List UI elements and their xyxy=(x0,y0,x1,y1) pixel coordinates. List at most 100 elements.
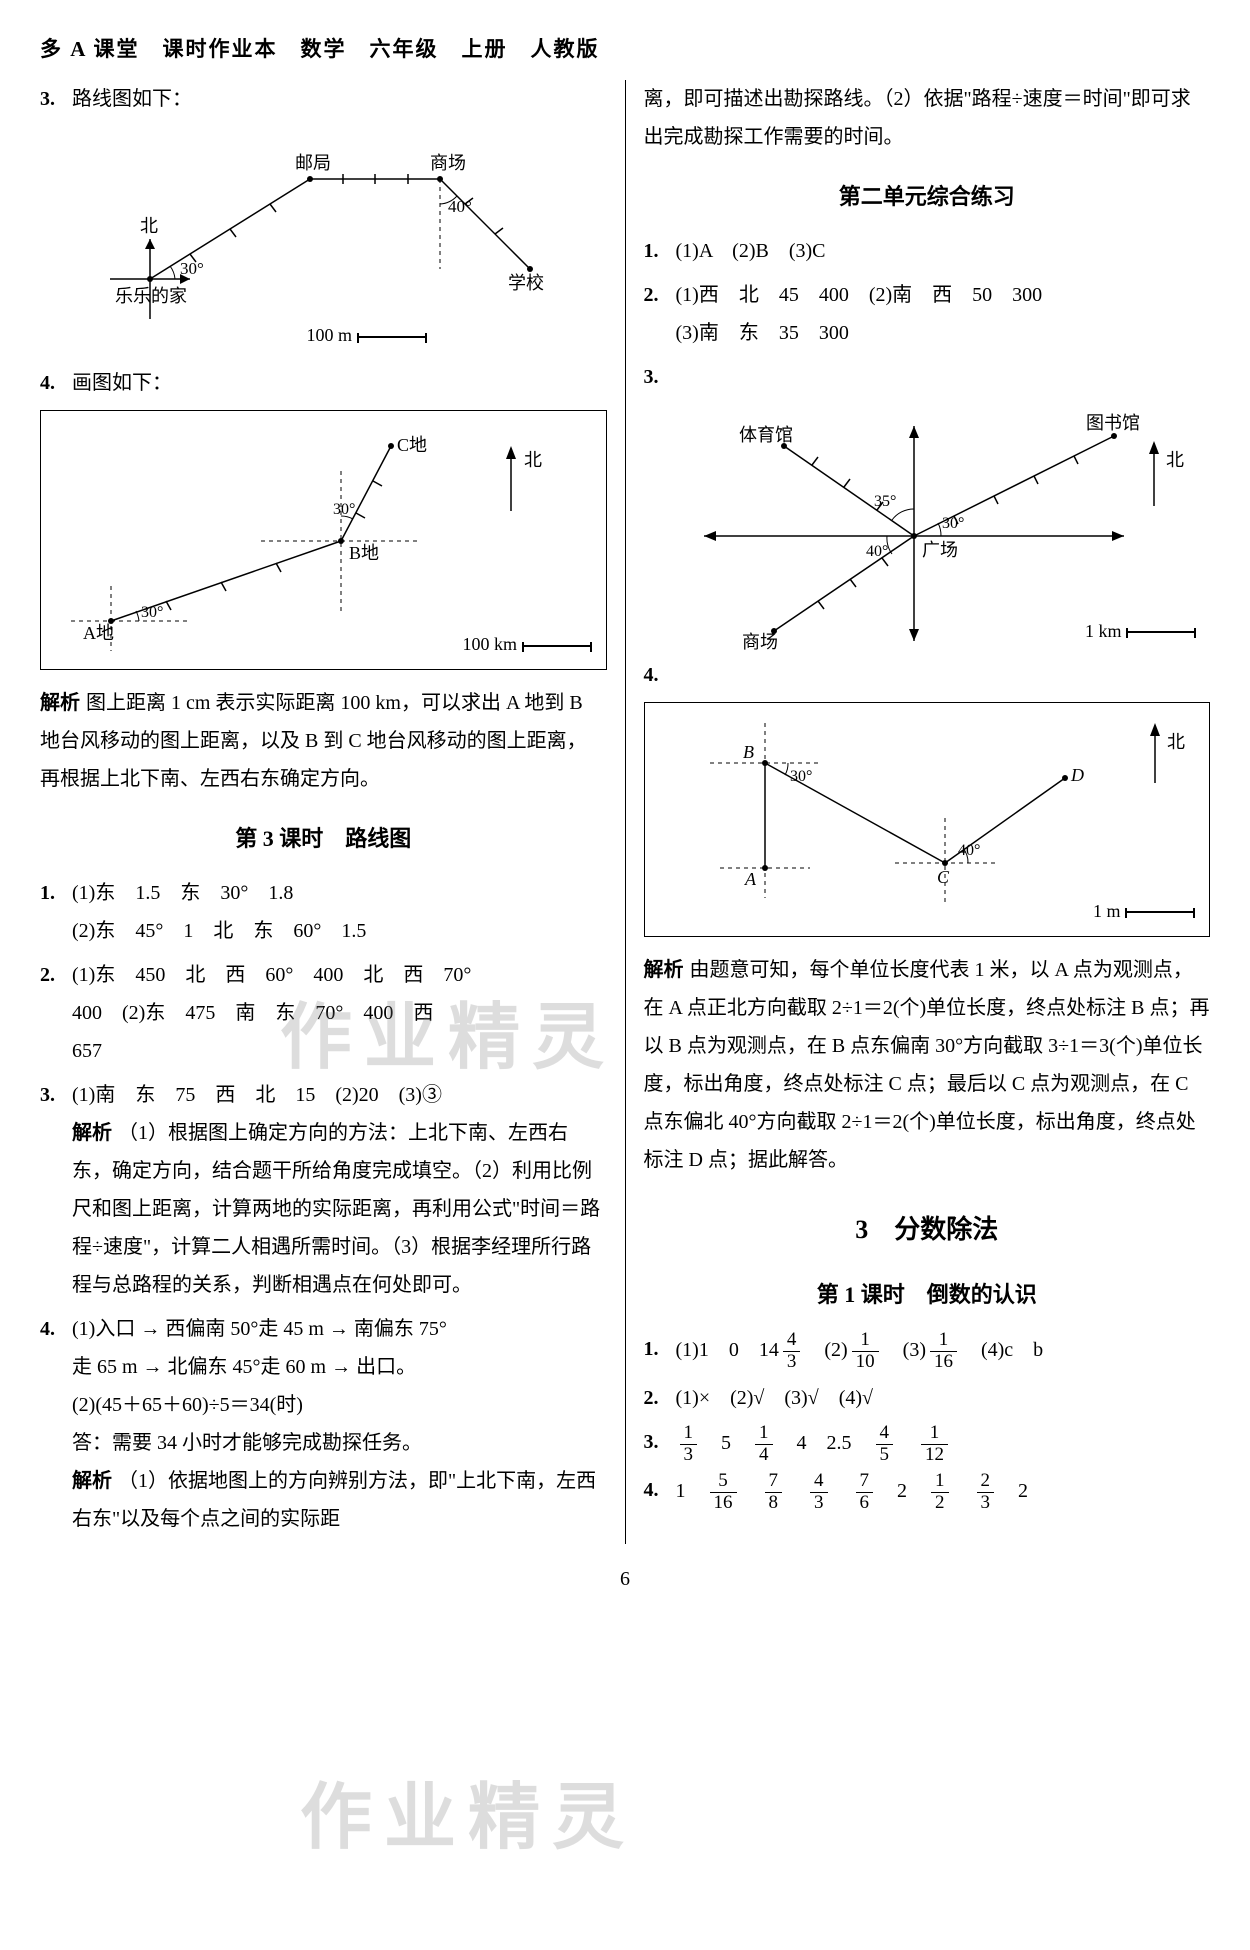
q-body: 13 5 14 4 2.5 45 112 xyxy=(676,1423,1211,1466)
line: (1)入口 → 西偏南 50°走 45 m → 南偏东 75° xyxy=(72,1310,607,1348)
q-number: 4. xyxy=(644,1471,676,1514)
svg-text:学校: 学校 xyxy=(508,273,544,293)
scale-text: 100 km xyxy=(462,634,517,654)
q-text: 路线图如下： xyxy=(72,80,607,118)
q-number: 3. xyxy=(644,1423,676,1466)
analysis-block: 解析图上距离 1 cm 表示实际距离 100 km，可以求出 A 地到 B 地台… xyxy=(40,684,607,798)
q-text: (1)A (2)B (3)C xyxy=(676,232,1211,270)
scale-bar xyxy=(1125,911,1195,913)
scale: 1 km xyxy=(1085,614,1196,648)
scale-bar xyxy=(522,645,592,647)
q4: 4. 画图如下： xyxy=(40,364,607,402)
q-number: 1. xyxy=(644,1330,676,1373)
s1-q2: 2. (1)东 450 北 西 60° 400 北 西 70° 400 (2)东… xyxy=(40,956,607,1070)
svg-text:40°: 40° xyxy=(958,842,980,859)
diagram-square: 体育馆 图书馆 商场 广场 35° 30° 40° 北 1 km xyxy=(644,396,1211,656)
svg-text:体育馆: 体育馆 xyxy=(739,425,793,445)
svg-text:A: A xyxy=(744,869,757,889)
analysis-text: 解析图上距离 1 cm 表示实际距离 100 km，可以求出 A 地到 B 地台… xyxy=(40,684,607,798)
q-number: 3. xyxy=(40,80,72,118)
scale-text: 1 m xyxy=(1093,901,1121,921)
continuation-text: 离，即可描述出勘探路线。（2）依据"路程÷速度＝时间"即可求出完成勘探工作需要的… xyxy=(644,80,1211,156)
q-number: 4. xyxy=(40,364,72,402)
analysis-label: 解析 xyxy=(644,959,684,981)
svg-text:C地: C地 xyxy=(397,435,427,455)
svg-text:40°: 40° xyxy=(866,543,888,560)
q-number: 1. xyxy=(40,874,72,950)
svg-text:D: D xyxy=(1070,765,1084,785)
svg-text:30°: 30° xyxy=(141,604,163,621)
analysis-text: 解析（1）根据图上确定方向的方法：上北下南、左西右东，确定方向，结合题干所给角度… xyxy=(72,1114,607,1304)
line: (3)南 东 35 300 xyxy=(676,314,1211,352)
analysis-block: 解析由题意可知，每个单位长度代表 1 米，以 A 点为观测点，在 A 点正北方向… xyxy=(644,951,1211,1179)
line: (1)西 北 45 400 (2)南 西 50 300 xyxy=(676,276,1211,314)
right-column: 离，即可描述出勘探路线。（2）依据"路程÷速度＝时间"即可求出完成勘探工作需要的… xyxy=(626,80,1211,1544)
line: 400 (2)东 475 南 东 70° 400 西 xyxy=(72,994,607,1032)
line: (2)(45＋65＋60)÷5＝34(时) xyxy=(72,1386,607,1424)
lesson-title: 第 1 课时 倒数的认识 xyxy=(644,1274,1211,1316)
scale-bar xyxy=(1126,631,1196,633)
scale-bar xyxy=(357,336,427,338)
analysis-label: 解析 xyxy=(72,1470,112,1492)
svg-text:C: C xyxy=(937,867,950,887)
analysis-content: 由题意可知，每个单位长度代表 1 米，以 A 点为观测点，在 A 点正北方向截取… xyxy=(644,959,1210,1171)
section-title: 第 3 课时 路线图 xyxy=(40,818,607,860)
q-body: (1)东 450 北 西 60° 400 北 西 70° 400 (2)东 47… xyxy=(72,956,607,1070)
svg-text:B: B xyxy=(743,742,754,762)
s1-q1: 1. (1)东 1.5 东 30° 1.8 (2)东 45° 1 北 东 60°… xyxy=(40,874,607,950)
c-q4: 4. 1 516 78 43 76 2 12 23 2 xyxy=(644,1471,1211,1514)
scale-text: 100 m xyxy=(306,325,352,345)
svg-text:商场: 商场 xyxy=(430,153,466,173)
left-column: 3. 路线图如下： xyxy=(40,80,626,1544)
q-body: (1)南 东 75 西 北 15 (2)20 (3)③ 解析（1）根据图上确定方… xyxy=(72,1076,607,1304)
page-number: 6 xyxy=(40,1560,1210,1598)
two-columns: 3. 路线图如下： xyxy=(40,80,1210,1544)
svg-text:30°: 30° xyxy=(333,501,355,518)
svg-text:乐乐的家: 乐乐的家 xyxy=(115,286,187,306)
page: 多 A 课堂 课时作业本 数学 六年级 上册 人教版 3. 路线图如下： xyxy=(40,30,1210,1598)
svg-text:北: 北 xyxy=(1166,450,1184,470)
watermark-text: 作业精灵 xyxy=(300,1750,636,1887)
analysis-label: 解析 xyxy=(40,692,80,714)
scale: 100 km xyxy=(462,627,591,661)
diagram-route-1: 邮局 商场 学校 北 乐乐的家 30° 40° 100 m xyxy=(40,124,607,354)
s1-q3: 3. (1)南 东 75 西 北 15 (2)20 (3)③ 解析（1）根据图上… xyxy=(40,1076,607,1304)
svg-text:30°: 30° xyxy=(942,515,964,532)
q-body: (1)1 0 1443 (2)110 (3)116 (4)c b xyxy=(676,1330,1211,1373)
r-q1: 1. (1)A (2)B (3)C xyxy=(644,232,1211,270)
analysis-text: 解析（1）依据地图上的方向辨别方法，即"上北下南，左西右东"以及每个点之间的实际… xyxy=(72,1462,607,1538)
svg-text:邮局: 邮局 xyxy=(295,153,331,173)
q-body: (1)东 1.5 东 30° 1.8 (2)东 45° 1 北 东 60° 1.… xyxy=(72,874,607,950)
s1-q4: 4. (1)入口 → 西偏南 50°走 45 m → 南偏东 75° 走 65 … xyxy=(40,1310,607,1538)
q-text: 画图如下： xyxy=(72,364,607,402)
analysis-content: 图上距离 1 cm 表示实际距离 100 km，可以求出 A 地到 B 地台风移… xyxy=(40,692,587,790)
svg-text:北: 北 xyxy=(1167,732,1185,752)
scale-text: 1 km xyxy=(1085,621,1122,641)
q3: 3. 路线图如下： xyxy=(40,80,607,118)
line: (1)东 1.5 东 30° 1.8 xyxy=(72,874,607,912)
c-q1: 1. (1)1 0 1443 (2)110 (3)116 (4)c b xyxy=(644,1330,1211,1373)
line: (2)东 45° 1 北 东 60° 1.5 xyxy=(72,912,607,950)
line: (1)东 450 北 西 60° 400 北 西 70° xyxy=(72,956,607,994)
scale: 1 m xyxy=(1093,894,1195,928)
analysis-content: （1）依据地图上的方向辨别方法，即"上北下南，左西右东"以及每个点之间的实际距 xyxy=(72,1470,596,1530)
line: 答：需要 34 小时才能够完成勘探任务。 xyxy=(72,1424,607,1462)
svg-text:A地: A地 xyxy=(83,623,114,643)
q-number: 4. xyxy=(40,1310,72,1538)
r-q3: 3. xyxy=(644,358,1211,396)
svg-text:广场: 广场 xyxy=(922,540,958,560)
svg-text:30°: 30° xyxy=(180,259,204,278)
svg-text:商场: 商场 xyxy=(742,632,778,652)
q-number: 3. xyxy=(40,1076,72,1304)
chapter-title: 3 分数除法 xyxy=(644,1205,1211,1254)
section-title: 第二单元综合练习 xyxy=(644,176,1211,218)
page-header: 多 A 课堂 课时作业本 数学 六年级 上册 人教版 xyxy=(40,30,1210,70)
svg-text:B地: B地 xyxy=(349,543,379,563)
q-number: 1. xyxy=(644,232,676,270)
r-q4: 4. xyxy=(644,656,1211,694)
svg-text:北: 北 xyxy=(524,450,542,470)
line: (1)南 东 75 西 北 15 (2)20 (3)③ xyxy=(72,1076,607,1114)
svg-text:40°: 40° xyxy=(448,197,472,216)
line: 走 65 m → 北偏东 45°走 60 m → 出口。 xyxy=(72,1348,607,1386)
c-q3: 3. 13 5 14 4 2.5 45 112 xyxy=(644,1423,1211,1466)
